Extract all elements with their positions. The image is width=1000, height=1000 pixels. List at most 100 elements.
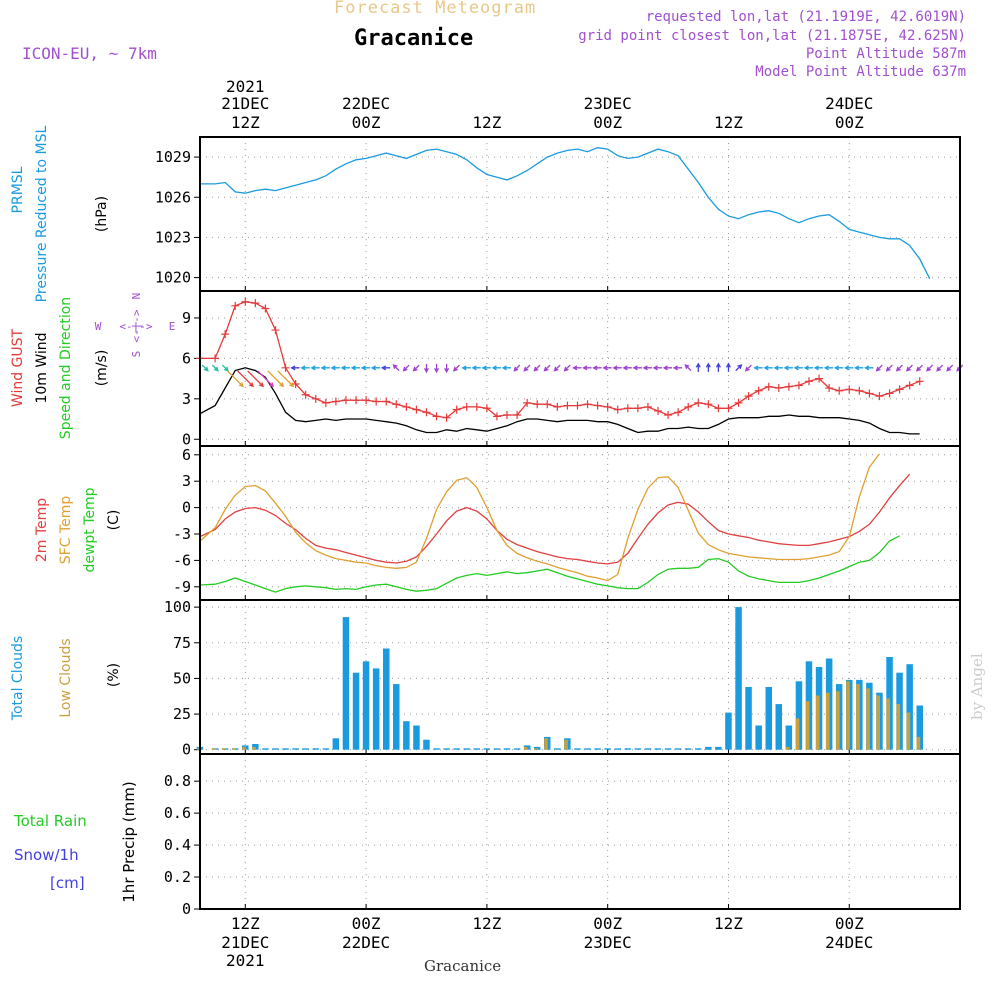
wind-direction-arrow [201, 364, 209, 372]
y-tick-label: 0.6 [164, 804, 191, 822]
y-tick-label: 9 [182, 309, 191, 327]
wind-direction-arrow [592, 365, 602, 371]
wind-direction-arrow [290, 365, 300, 371]
gust-marker [643, 402, 652, 411]
wind-direction-arrow [523, 364, 531, 372]
wind-direction-arrow [632, 365, 642, 371]
y-tick-label: 3 [182, 472, 191, 490]
total-clouds-bar [604, 748, 611, 750]
total-clouds-bar [282, 748, 289, 750]
series-line-wind-gust [200, 301, 920, 419]
gust-marker [885, 389, 894, 398]
wind-direction-arrow [211, 364, 219, 372]
wind-direction-arrow [471, 365, 481, 371]
y-tick-label: 0 [182, 741, 191, 759]
low-clouds-bar [846, 681, 850, 750]
total-clouds-bar [755, 725, 762, 750]
bottom-time-label: 24DEC [825, 933, 873, 952]
total-clouds-bar [664, 748, 672, 750]
compass-arrow-h: <-|-> [119, 320, 152, 333]
gust-marker [442, 413, 451, 422]
wind-direction-arrow [310, 365, 320, 371]
gust-marker [392, 400, 401, 409]
series-line-dewpt-temp [199, 535, 900, 593]
gust-marker [472, 402, 481, 411]
total-clouds-bar [403, 721, 410, 750]
gust-marker [784, 382, 793, 391]
gust-marker [452, 405, 461, 414]
gust-marker [271, 326, 280, 335]
total-clouds-bar [292, 748, 299, 750]
wind-direction-arrow [695, 362, 701, 372]
wind-direction-arrow [905, 364, 913, 372]
clouds-unit-label: (%) [106, 663, 122, 687]
gust-marker [372, 397, 381, 406]
top-time-label: 00Z [835, 113, 864, 132]
total-clouds-bar [574, 748, 581, 750]
wind-direction-arrow [753, 365, 763, 371]
wind-direction-arrow [705, 362, 711, 372]
gust-marker [432, 412, 441, 421]
total-clouds-bar [443, 748, 450, 750]
top-time-label: 21DEC [221, 94, 269, 113]
top-time-label: 12Z [714, 113, 743, 132]
low-clouds-bar [212, 748, 216, 750]
y-tick-label: -9 [173, 578, 191, 596]
wind-direction-arrow [330, 365, 340, 371]
wind-direction-arrow [582, 365, 592, 371]
gust-marker [764, 382, 773, 391]
wind-direction-arrow [444, 363, 450, 374]
gust-marker [543, 400, 552, 409]
y-tick-label: -3 [173, 525, 191, 543]
gust-marker [694, 398, 703, 407]
wind-direction-arrow [803, 365, 814, 371]
total-clouds-bar [916, 705, 923, 750]
series-line-sfc-temp [199, 453, 881, 582]
total-clouds-bar [372, 668, 380, 750]
gust-marker [865, 389, 874, 398]
wind-direction-arrow [813, 365, 824, 371]
snow-unit-label: [cm] [50, 874, 85, 892]
bottom-time-label: 23DEC [584, 933, 632, 952]
gust-marker [674, 408, 683, 417]
gust-marker [754, 386, 763, 395]
y-tick-label: 3 [182, 390, 191, 408]
wind-direction-arrow [424, 363, 429, 374]
gust-marker [684, 402, 693, 411]
wind-direction-arrow [642, 365, 652, 371]
wind-direction-arrow [763, 365, 773, 371]
gust-marker [321, 398, 330, 407]
y-tick-label: 0 [182, 499, 191, 517]
gust-marker [523, 398, 532, 407]
precip-unit-label: 1hr Precip (mm) [120, 781, 138, 902]
wind-direction-arrow [452, 364, 460, 372]
gust-marker [331, 397, 340, 406]
gust-marker [835, 386, 844, 395]
total-clouds-bar [453, 748, 460, 750]
gust-marker [492, 412, 501, 421]
wind-direction-arrow [783, 365, 793, 371]
low-clouds-bar [795, 718, 800, 750]
bottom-time-label: 00Z [352, 914, 381, 933]
compass-west: W [95, 320, 102, 333]
low-clouds-bar [805, 701, 810, 750]
wind-direction-arrow [237, 370, 254, 388]
wind-direction-arrow [481, 365, 491, 371]
gust-marker [805, 377, 814, 386]
y-tick-label: 0 [182, 900, 191, 918]
wind-direction-arrow [823, 365, 834, 371]
wind-direction-arrow [533, 364, 541, 372]
total-clouds-bar [775, 704, 782, 750]
gust-marker [704, 400, 713, 409]
y-tick-label: 25 [173, 705, 191, 723]
gust-marker [261, 304, 270, 313]
total-clouds-bar [765, 687, 772, 750]
low-clouds-bar [252, 746, 256, 750]
total-clouds-bar [393, 684, 400, 750]
snow-label: Snow/1h [14, 846, 79, 864]
gust-marker [794, 381, 803, 390]
gust-marker [734, 398, 743, 407]
gust-marker [402, 402, 411, 411]
wind-direction-arrow [843, 365, 854, 371]
